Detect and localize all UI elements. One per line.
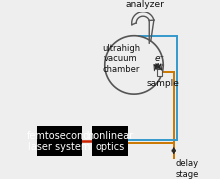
Text: femtosecond
laser system: femtosecond laser system [27, 130, 91, 152]
FancyBboxPatch shape [37, 126, 82, 156]
Text: sample: sample [147, 79, 179, 88]
FancyBboxPatch shape [157, 69, 162, 76]
Text: nonlinear
optics: nonlinear optics [87, 130, 133, 152]
Text: delay
stage: delay stage [176, 159, 199, 179]
FancyBboxPatch shape [92, 126, 128, 156]
Text: analyzer: analyzer [125, 0, 164, 9]
Text: e⁻: e⁻ [154, 54, 165, 64]
FancyBboxPatch shape [137, 9, 143, 11]
Text: ultrahigh
vacuum
chamber: ultrahigh vacuum chamber [102, 44, 140, 74]
